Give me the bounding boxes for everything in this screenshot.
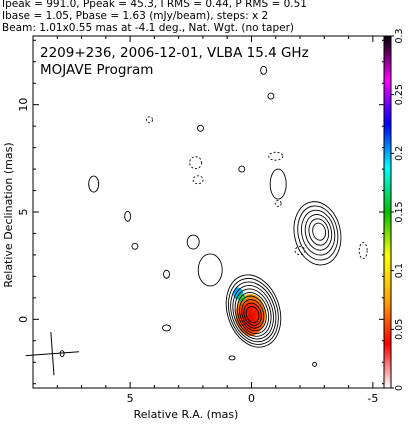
- noise-contour: [312, 361, 318, 367]
- noise-contour: [238, 165, 246, 173]
- colorbar-tick-label: 0.3: [394, 28, 405, 43]
- noise-contour: [88, 175, 100, 193]
- colorbar-tick-label: 0.1: [394, 263, 405, 278]
- colorbar-tick-label: 0: [394, 385, 405, 391]
- header-line-1: Ipeak = 991.0, Ppeak = 45.3, I RMS = 0.4…: [2, 0, 307, 10]
- noise-contour: [186, 234, 200, 250]
- core-extension-contour: [197, 253, 223, 287]
- colorbar: [383, 35, 392, 389]
- header-line-3: Beam: 1.01x0.55 mas at -4.1 deg., Nat. W…: [2, 22, 295, 34]
- noise-contour: [124, 210, 132, 222]
- negative-noise-contour: [358, 242, 368, 260]
- negative-noise-contour: [192, 175, 204, 185]
- noise-contour: [197, 124, 204, 132]
- core-contour: [232, 285, 274, 340]
- x-tick-label: 5: [127, 392, 134, 405]
- header-line-2: Ibase = 1.05, Pbase = 1.63 (mJy/beam), s…: [2, 10, 269, 22]
- colorbar-tick-label: 0.15: [394, 201, 405, 222]
- noise-contour: [59, 350, 65, 358]
- plume-contour: [269, 168, 287, 200]
- core-contour: [243, 302, 262, 326]
- secondary-contour: [308, 218, 330, 246]
- core-contour: [241, 299, 265, 329]
- negative-noise-contour: [294, 246, 306, 256]
- core-contour: [239, 295, 267, 332]
- chart-title: 2209+236, 2006-12-01, VLBA 15.4 GHz: [40, 45, 309, 61]
- colorbar-tick-label: 0.05: [394, 319, 405, 340]
- y-axis-label: Relative Declination (mas): [2, 142, 15, 287]
- core-contour: [234, 288, 272, 337]
- x-tick-label: 0: [248, 392, 255, 405]
- colorbar-tick-label: 0.2: [394, 146, 405, 161]
- negative-noise-contour: [189, 156, 203, 170]
- negative-noise-contour: [274, 199, 282, 207]
- x-axis-label: Relative R.A. (mas): [134, 408, 239, 421]
- noise-contour: [163, 269, 170, 279]
- plot-frame: [32, 35, 386, 389]
- secondary-contour: [293, 201, 342, 266]
- secondary-contour: [297, 205, 339, 261]
- secondary-contour: [301, 209, 336, 256]
- negative-noise-contour: [146, 116, 153, 124]
- core-edge-green: [238, 293, 246, 302]
- core-contour: [245, 306, 260, 324]
- noise-contour: [131, 242, 139, 250]
- core-contour: [230, 281, 277, 343]
- y-tick-label: 5: [17, 209, 30, 216]
- noise-contour: [162, 324, 171, 332]
- y-tick-label: 10: [17, 98, 30, 112]
- noise-contour: [267, 92, 275, 100]
- negative-noise-contour: [268, 151, 284, 161]
- secondary-contour: [312, 222, 327, 241]
- secondary-contour: [304, 214, 333, 251]
- beam-minor-axis: [25, 351, 80, 357]
- chart-subtitle: MOJAVE Program: [40, 62, 153, 78]
- x-tick-label: -5: [367, 392, 378, 405]
- core-contour: [228, 277, 279, 345]
- noise-contour: [260, 65, 268, 75]
- colorbar-tick-label: 0.25: [394, 84, 405, 105]
- core-contour: [236, 292, 270, 334]
- noise-contour: [228, 355, 236, 361]
- core-contour: [225, 274, 282, 348]
- y-tick-label: 0: [17, 316, 30, 323]
